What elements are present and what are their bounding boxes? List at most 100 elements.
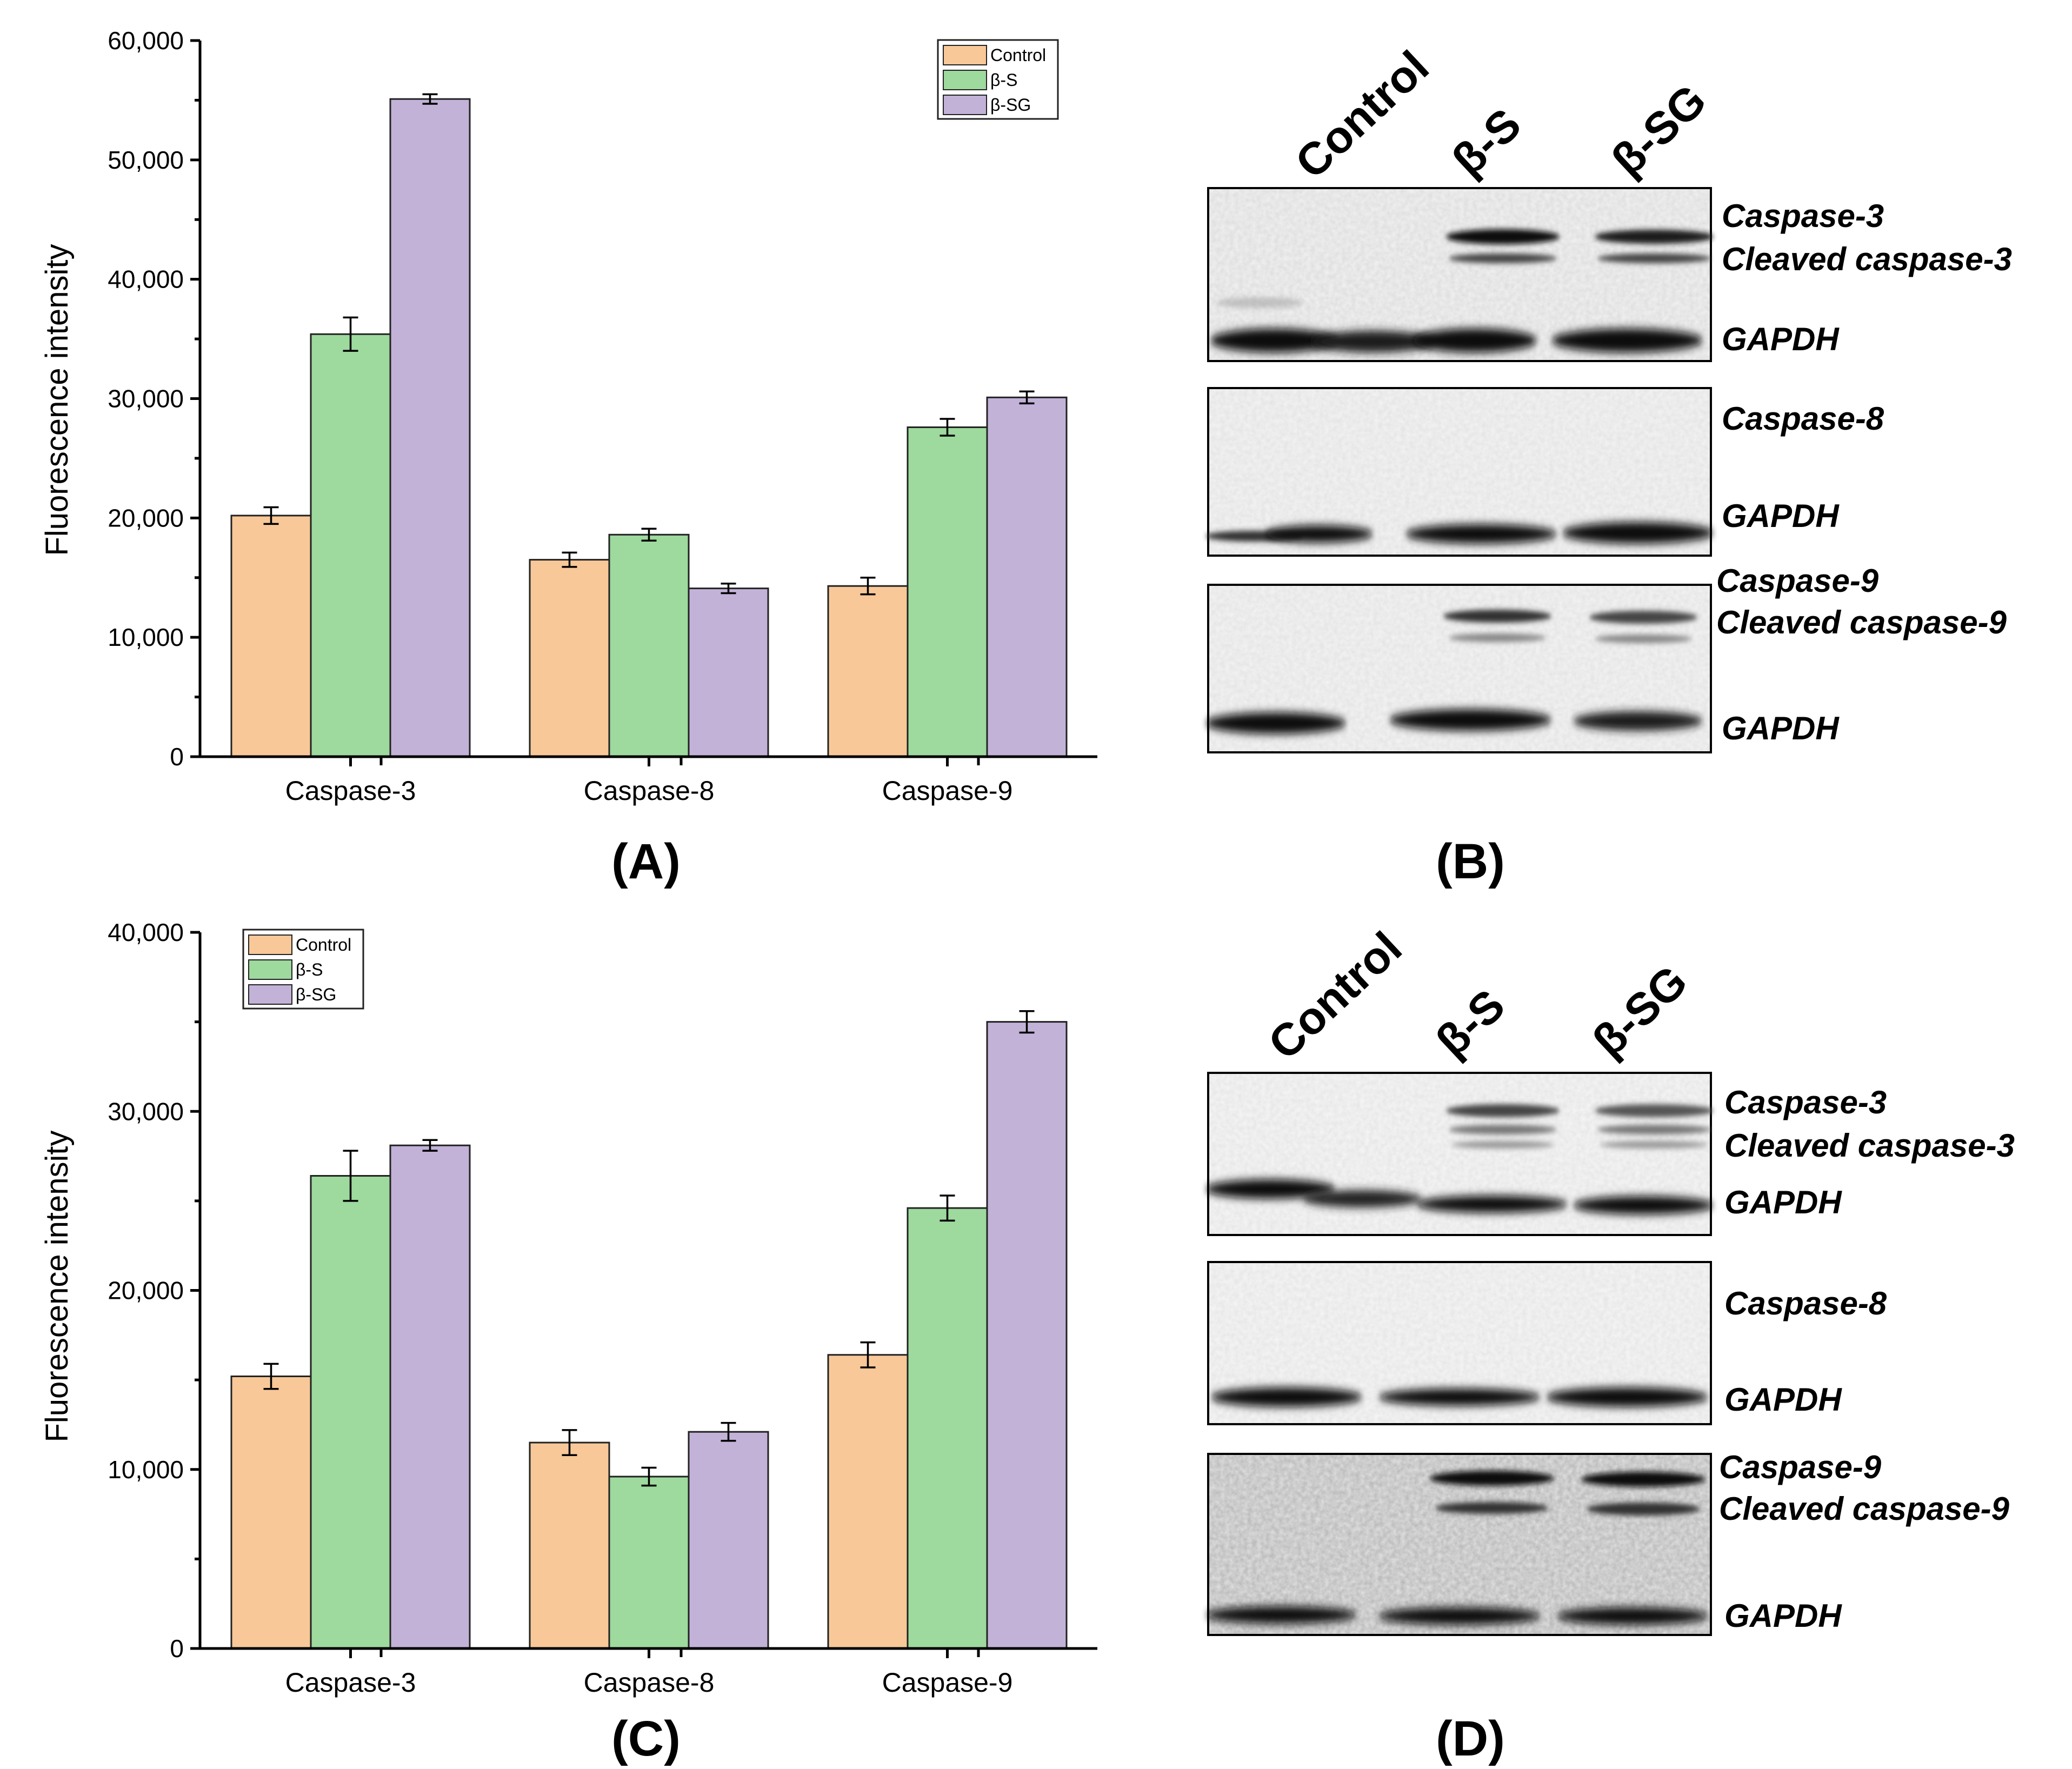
lane-label-b-sg: β-SG [1602,75,1716,186]
x-category-label: Caspase-9 [882,776,1013,806]
band [1597,1125,1711,1134]
band [1311,331,1435,352]
legend-label-b-s: β-S [990,70,1017,90]
band [1443,610,1551,623]
band [1205,1179,1335,1199]
y-tick-label: 0 [170,743,184,771]
lane-label-control: Control [1258,922,1411,1069]
band [1557,1607,1708,1625]
error-bar [940,1194,955,1222]
band [1562,522,1714,544]
band-label: Caspase-3 [1722,198,1884,234]
band [1595,635,1692,643]
band-label: GAPDH [1724,1598,1842,1634]
lane-label-control: Control [1285,41,1438,188]
error-bar [1019,1010,1035,1034]
y-tick-label: 10,000 [108,623,184,651]
bar-b-sg-caspase-8 [688,588,769,758]
band [1435,1502,1549,1514]
chart-a: 0 10,000 20,000 30,000 40,000 50,000 60,000 Ca… [39,26,1097,889]
band [1597,253,1711,263]
panel-label-a: (A) [611,834,681,889]
bar-b-sg-caspase-8 [688,1431,769,1650]
y-tick-label: 10,000 [108,1456,184,1484]
bar-control-caspase-3 [230,1376,312,1650]
lane-label-b-s: β-S [1442,98,1530,185]
western-blot-b: Control β-S β-SG Caspase-3 Cleaved caspa… [1205,41,2012,889]
error-bar [343,1150,358,1202]
error-bar [1019,390,1035,405]
error-bar [562,551,577,568]
chart-a-xticks: Caspase-3 Caspase-8 Caspase-9 [285,757,1013,806]
error-bar [721,1421,736,1442]
y-tick-label: 20,000 [108,504,184,532]
chart-c-legend: Control β-S β-SG [242,929,364,1010]
error-bar [860,577,876,596]
blot-membrane [1205,387,1714,557]
band [1446,1104,1560,1117]
error-bar [721,583,736,595]
chart-a-yticks: 0 10,000 20,000 30,000 40,000 50,000 60,000 [108,26,200,771]
band-label: Caspase-9 [1716,563,1879,599]
blot-membrane [1205,1453,1712,1636]
y-tick-label: 30,000 [108,1097,184,1125]
western-blot-d: Control β-S β-SG Caspase-3 Cleaved caspa… [1205,922,2015,1766]
legend-label-b-s: β-S [296,960,323,979]
chart-c-ylabel: Fluorescence intensity [39,1130,75,1442]
bar-control-caspase-8 [529,559,610,758]
band-label: GAPDH [1724,1184,1842,1220]
x-category-label: Caspase-3 [285,1667,416,1698]
band [1446,229,1560,244]
lane-label-b-sg: β-SG [1583,956,1697,1067]
band-label: GAPDH [1722,321,1840,357]
band [1389,709,1551,731]
legend-label-control: Control [296,935,351,954]
bar-b-sg-caspase-3 [389,98,471,758]
y-tick-label: 30,000 [108,385,184,413]
band [1378,1607,1541,1625]
error-bar [263,1363,279,1390]
legend-swatch-control [248,934,292,955]
band [1551,329,1703,352]
band [1451,1141,1554,1149]
band [1573,711,1703,731]
panel-label-b: (B) [1436,834,1505,889]
error-bar [641,1466,657,1487]
band-label: Caspase-9 [1719,1449,1882,1485]
band [1216,297,1303,308]
error-bar [641,528,657,542]
band [1405,524,1557,544]
bar-control-caspase-9 [827,1354,909,1650]
band [1449,633,1546,642]
x-category-label: Caspase-9 [882,1667,1013,1698]
bar-b-s-caspase-9 [907,1207,988,1650]
blot-membrane [1205,584,1712,753]
bar-control-caspase-3 [230,515,312,758]
error-bar [562,1429,577,1456]
band-label: GAPDH [1722,498,1840,534]
band-label: Caspase-3 [1724,1084,1887,1120]
blot-membrane [1207,187,1714,362]
bar-b-s-caspase-9 [907,426,988,758]
band [1413,329,1537,352]
bar-b-s-caspase-3 [310,1175,391,1650]
bar-b-sg-caspase-9 [986,396,1068,758]
band [1205,1606,1357,1624]
blot-membrane [1205,1072,1714,1236]
band [1449,253,1557,263]
band [1265,525,1373,543]
band-label: Cleaved caspase-9 [1716,604,2007,640]
x-category-label: Caspase-8 [584,1667,715,1698]
chart-a-bars [230,98,1068,758]
band [1416,1196,1568,1213]
legend-label-control: Control [990,45,1046,65]
band [1430,1471,1554,1486]
legend-swatch-control [943,45,987,65]
y-tick-label: 20,000 [108,1277,184,1305]
chart-c-errors [263,1010,1035,1487]
y-tick-label: 40,000 [108,265,184,293]
bar-control-caspase-8 [529,1441,610,1650]
band [1211,1387,1362,1407]
panel-label-c: (C) [611,1711,681,1766]
band [1210,329,1338,352]
